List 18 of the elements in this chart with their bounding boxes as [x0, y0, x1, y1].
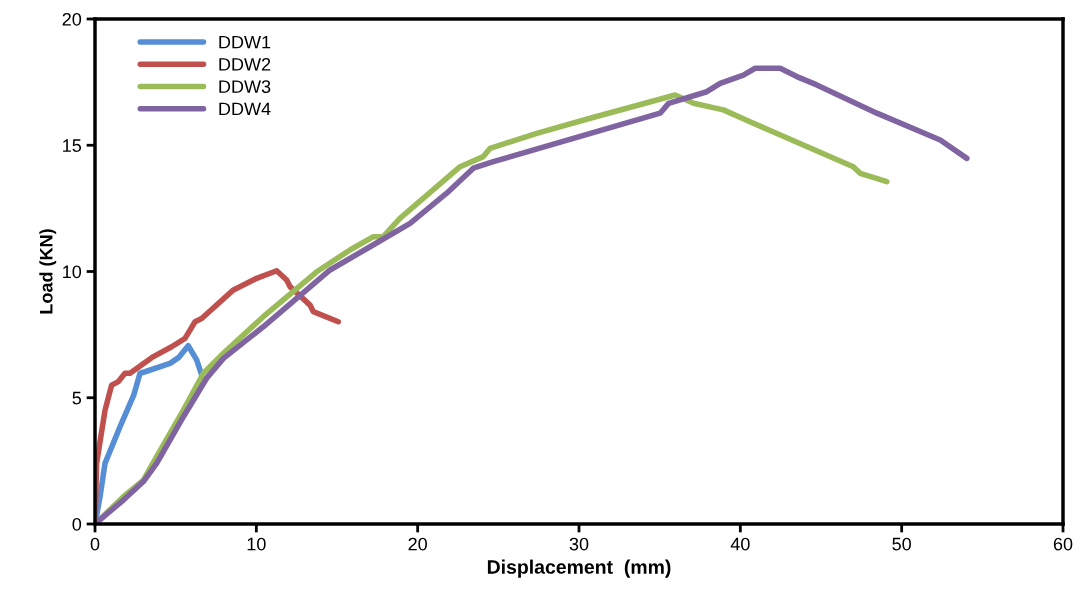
legend-label: DDW2: [219, 57, 271, 71]
legend-label: DDW3: [219, 80, 271, 94]
x-tick-label: 40: [730, 537, 750, 551]
x-tick-label: 20: [408, 537, 427, 551]
y-tick-label: 20: [62, 12, 82, 26]
y-axis-title: Load (KN): [39, 229, 57, 314]
y-tick-label: 0: [72, 517, 82, 531]
y-tick-label: 15: [63, 139, 82, 152]
x-tick-label: 30: [569, 537, 589, 551]
x-tick-label: 0: [90, 537, 100, 551]
y-tick-label: 10: [63, 265, 82, 279]
x-tick-label: 10: [247, 537, 266, 551]
y-tick-label: 5: [72, 391, 82, 405]
x-tick-label: 60: [1053, 537, 1073, 551]
x-tick-label: 50: [892, 537, 911, 551]
legend-label: DDW4: [219, 102, 271, 116]
x-axis-title: Displacement (mm): [487, 559, 671, 578]
legend-label: DDW1: [219, 35, 271, 49]
